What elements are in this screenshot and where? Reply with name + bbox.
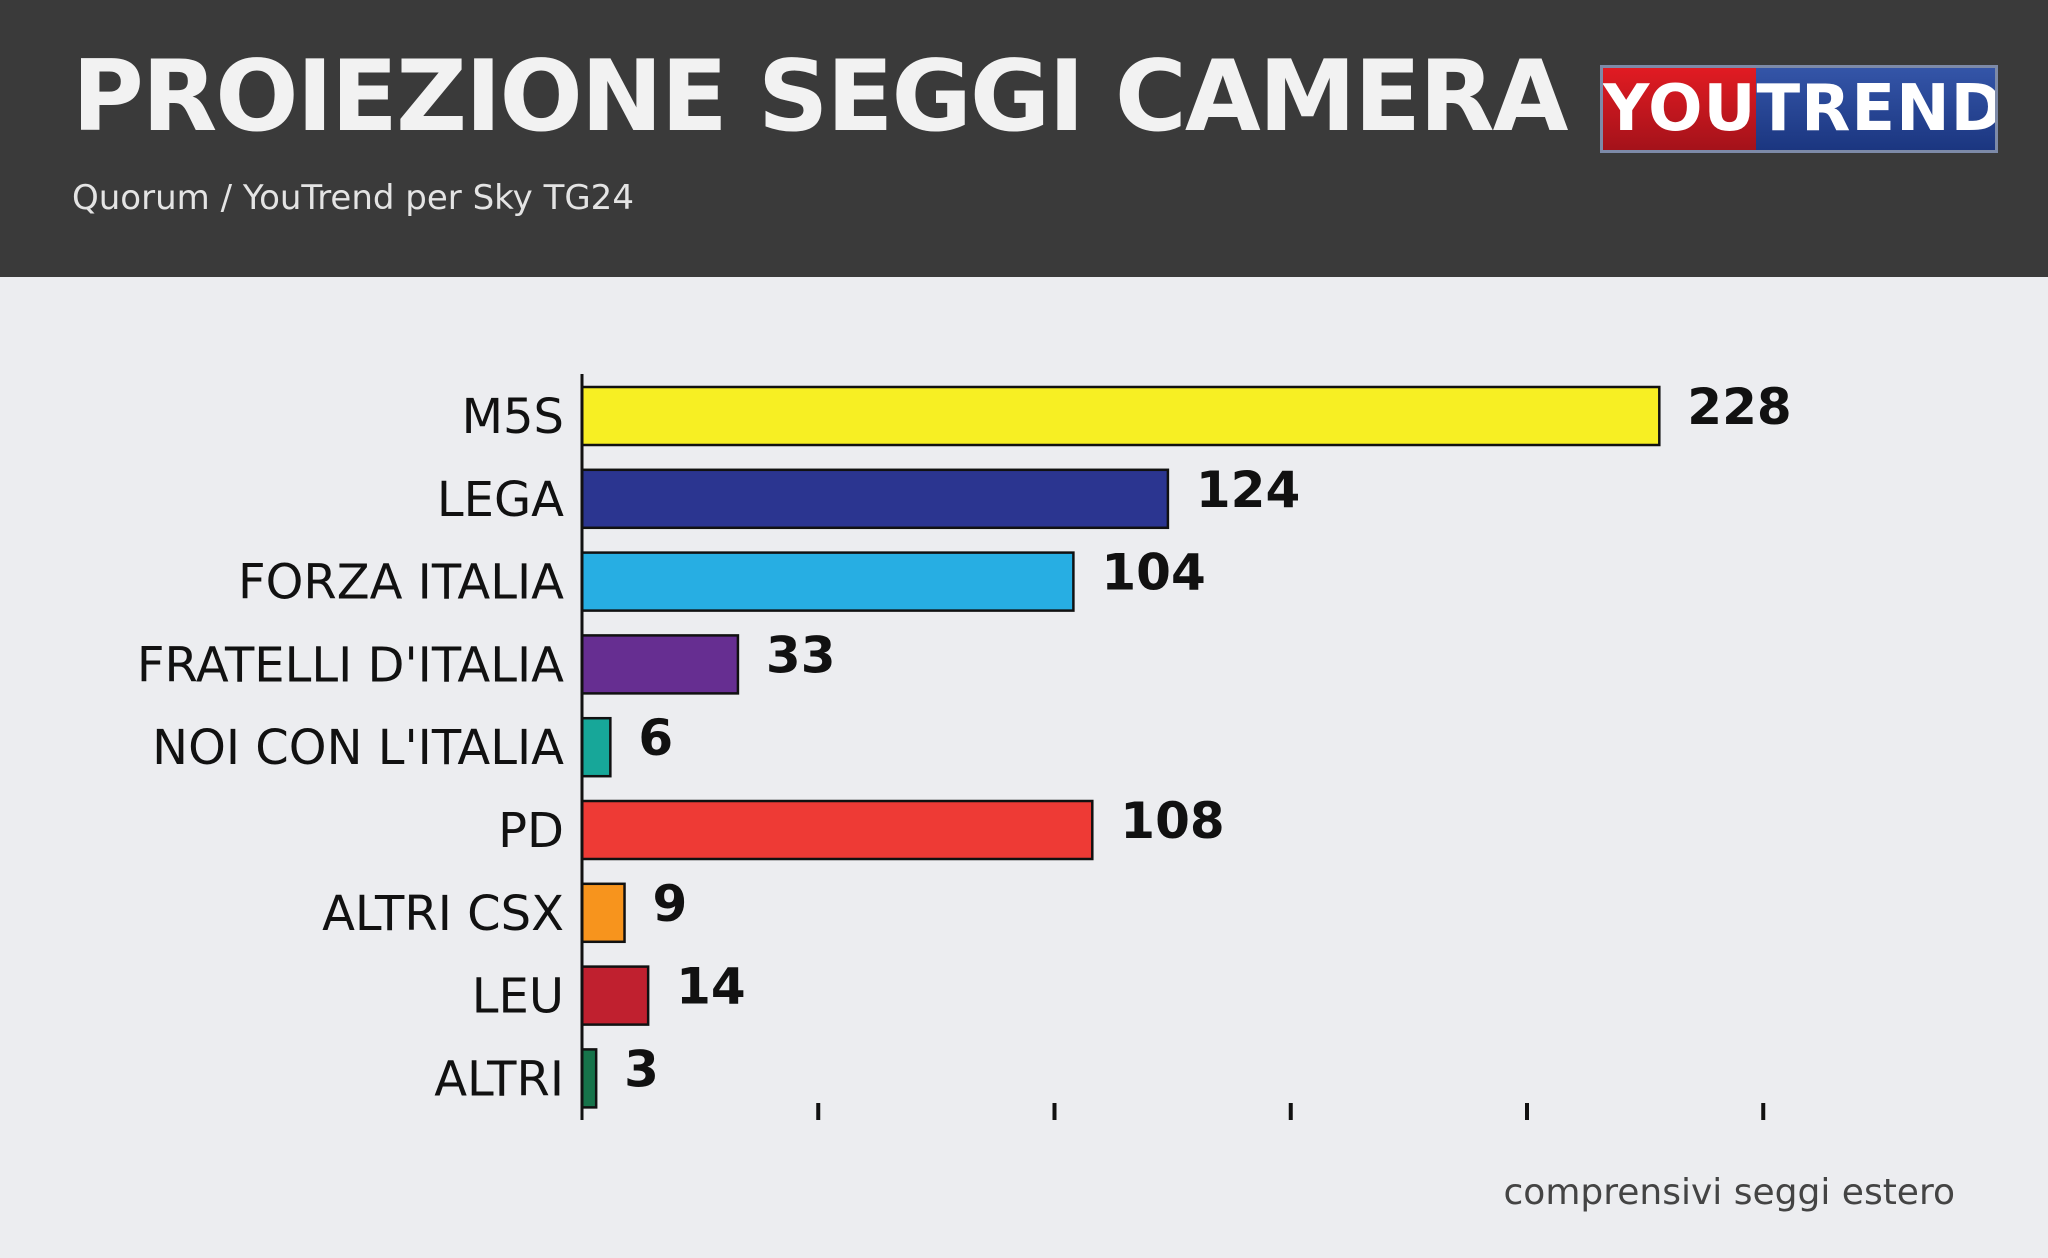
bar: [580, 634, 740, 695]
value-label: 228: [1687, 378, 1791, 436]
category-label: FORZA ITALIA: [238, 555, 564, 611]
value-label: 108: [1120, 792, 1224, 850]
category-label: ALTRI CSX: [322, 886, 564, 942]
bar: [580, 385, 1661, 447]
bar: [580, 882, 626, 944]
value-label: 104: [1101, 544, 1205, 602]
category-label: LEGA: [437, 472, 564, 528]
seat-projection-chart: M5S 228 LEGA 124 FORZA ITALIA 104 FRATELLI D'I…: [137, 374, 1792, 1120]
footnote: comprensivi seggi estero: [1503, 1172, 1955, 1213]
value-label: 124: [1196, 461, 1300, 519]
page-title: PROIEZIONE SEGGI CAMERA: [72, 40, 1568, 154]
category-label: M5S: [462, 389, 564, 445]
value-label: 3: [624, 1040, 659, 1098]
page-subtitle: Quorum / YouTrend per Sky TG24: [72, 178, 634, 218]
category-label: FRATELLI D'ITALIA: [137, 637, 564, 693]
logo-trend-part: TREND: [1756, 68, 1995, 150]
category-label: ALTRI: [434, 1051, 564, 1107]
header-bar: PROIEZIONE SEGGI CAMERA Quorum / YouTren…: [0, 0, 2048, 277]
bar: [580, 551, 1075, 612]
value-label: 14: [676, 958, 746, 1016]
bar: [580, 1048, 598, 1109]
bar: [580, 468, 1170, 530]
logo-you-part: YOU: [1603, 68, 1757, 150]
bar: [580, 716, 612, 778]
value-label: 9: [653, 875, 688, 933]
category-label: NOI CON L'ITALIA: [152, 720, 564, 776]
bar: [580, 799, 1094, 861]
value-label: 33: [766, 626, 836, 684]
youtrend-logo: YOU TREND: [1600, 65, 1998, 153]
category-label: PD: [498, 803, 564, 859]
value-label: 6: [638, 709, 673, 767]
category-label: LEU: [472, 969, 564, 1025]
bar: [580, 965, 650, 1026]
